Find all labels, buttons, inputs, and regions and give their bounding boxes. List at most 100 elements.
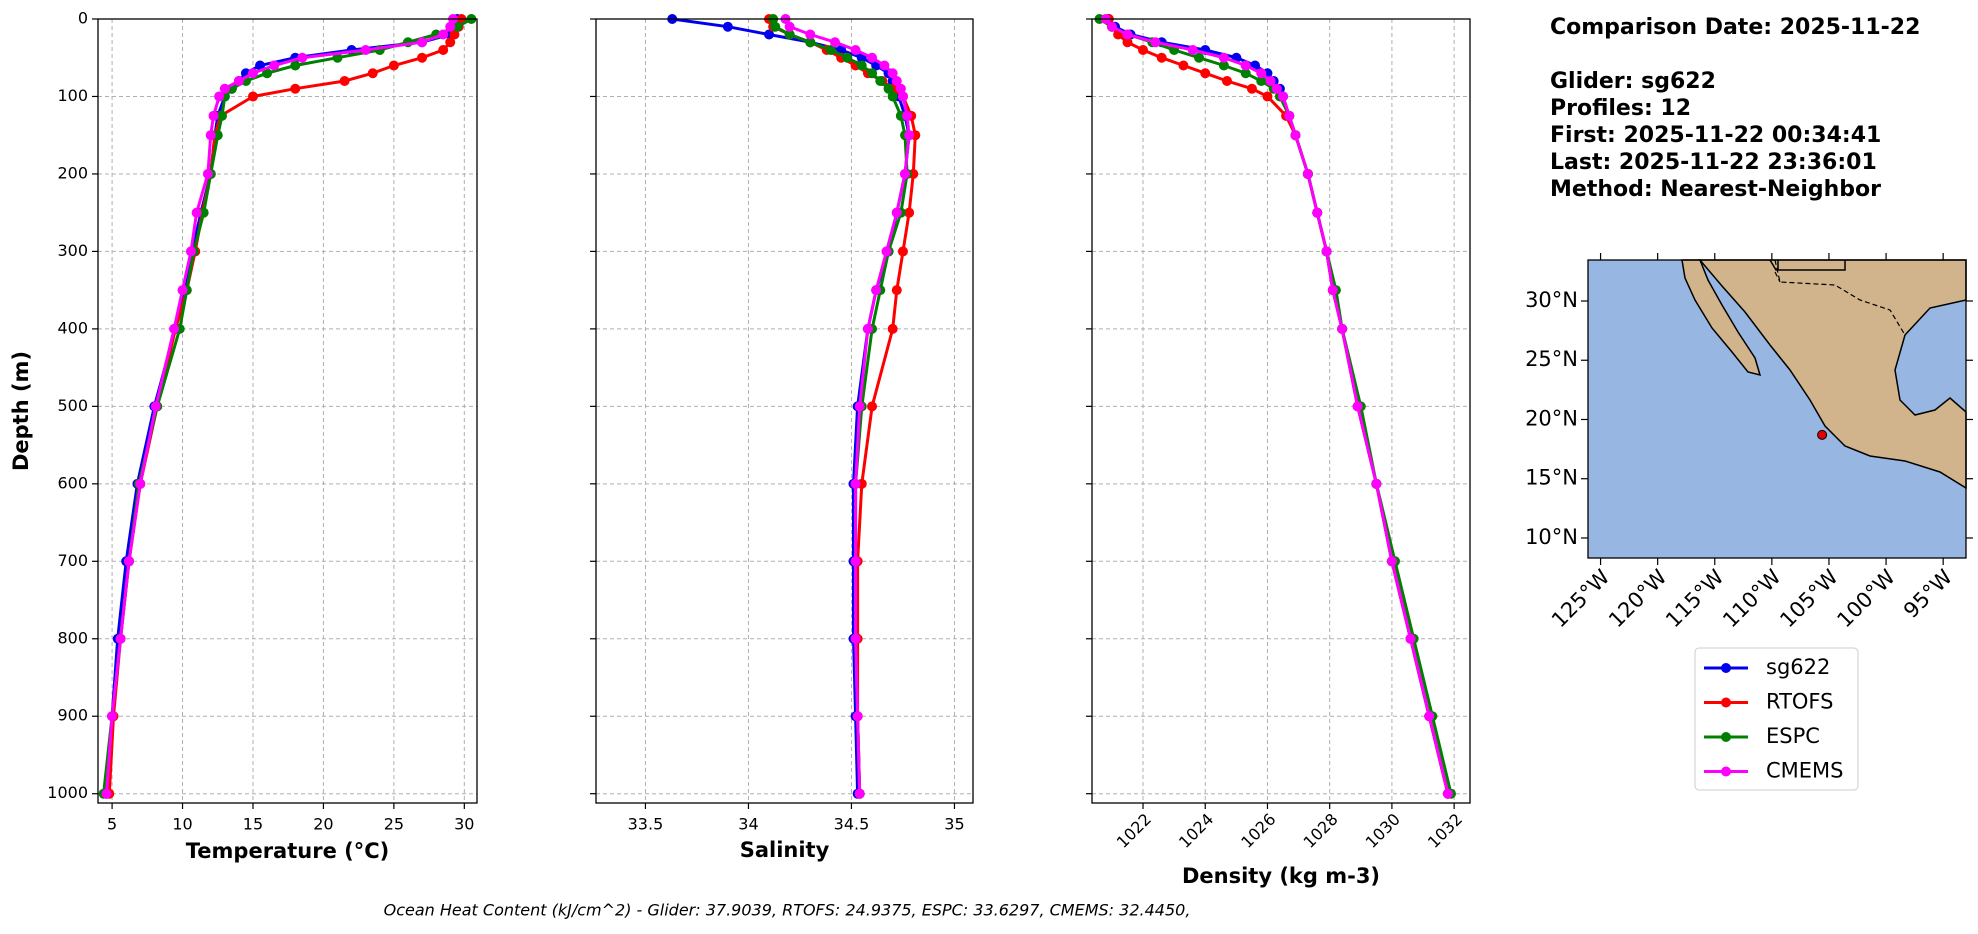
profile-marker xyxy=(1352,401,1363,412)
profile-marker xyxy=(900,168,911,179)
profile-marker xyxy=(1240,68,1251,79)
x-axis-label: Density (kg m-3) xyxy=(1182,864,1380,888)
profile-marker xyxy=(388,60,399,71)
profile-marker xyxy=(867,401,878,412)
profile-marker xyxy=(1240,60,1251,71)
profile-marker xyxy=(871,285,882,296)
profile-marker xyxy=(850,556,861,567)
profile-marker xyxy=(1218,52,1229,63)
profile-marker xyxy=(887,68,898,79)
profile-marker xyxy=(875,75,886,86)
profile-marker xyxy=(784,21,795,32)
profile-marker xyxy=(135,478,146,489)
x-tick-label: 25 xyxy=(384,815,404,834)
profile-marker xyxy=(438,44,449,55)
profile-marker xyxy=(852,711,863,722)
legend-marker xyxy=(1721,766,1731,777)
profile-marker xyxy=(1284,110,1295,121)
profile-marker xyxy=(842,52,853,63)
y-tick-label: 600 xyxy=(57,473,88,492)
legend-label: ESPC xyxy=(1766,724,1820,748)
profile-marker xyxy=(1150,37,1161,48)
profile-marker xyxy=(891,285,902,296)
profile-marker xyxy=(1271,83,1282,94)
profile-marker xyxy=(1290,130,1301,141)
profile-marker xyxy=(1246,83,1257,94)
profile-marker xyxy=(247,91,258,102)
glider-location xyxy=(1817,429,1828,440)
y-tick-label: 100 xyxy=(57,86,88,105)
lat-label: 30°N xyxy=(1525,288,1578,312)
profile-marker xyxy=(107,711,118,722)
profile-marker xyxy=(1138,44,1149,55)
legend-label: RTOFS xyxy=(1766,690,1833,714)
x-tick-label: 34.5 xyxy=(834,815,870,834)
map-frame xyxy=(1587,259,1967,559)
profile-marker xyxy=(856,60,867,71)
lat-label: 25°N xyxy=(1525,347,1578,371)
border-us xyxy=(1769,259,1846,271)
profile-marker xyxy=(722,21,733,32)
axes-frame xyxy=(1091,18,1471,804)
profile-marker xyxy=(897,246,908,257)
profile-marker xyxy=(902,110,913,121)
profile-marker xyxy=(879,60,890,71)
lat-label: 20°N xyxy=(1525,406,1578,430)
y-tick-label: 200 xyxy=(57,163,88,182)
axes-frame xyxy=(595,18,974,804)
profile-marker xyxy=(854,401,865,412)
y-tick-label: 500 xyxy=(57,396,88,415)
land-mainland xyxy=(1698,259,1967,490)
profile-marker xyxy=(770,21,781,32)
legend-marker xyxy=(1721,697,1731,708)
profile-marker xyxy=(1321,246,1332,257)
profile-marker xyxy=(202,168,213,179)
y-tick-label: 300 xyxy=(57,241,88,260)
x-tick-label: 30 xyxy=(454,815,474,834)
border xyxy=(1774,259,1906,336)
profile-marker xyxy=(1156,52,1167,63)
profile-marker xyxy=(115,633,126,644)
profile-marker xyxy=(1302,168,1313,179)
profile-marker xyxy=(123,556,134,567)
y-tick-label: 0 xyxy=(78,9,88,28)
profile-marker xyxy=(1265,75,1276,86)
x-tick-label: 5 xyxy=(107,815,117,834)
profile-marker xyxy=(805,29,816,40)
profile-marker xyxy=(764,29,775,40)
x-axis-label: Temperature (°C) xyxy=(186,839,389,863)
profile-marker xyxy=(1337,323,1348,334)
profile-marker xyxy=(887,323,898,334)
legend-label: CMEMS xyxy=(1766,759,1844,783)
profile-marker xyxy=(854,788,865,799)
profile-marker xyxy=(887,91,898,102)
profile-marker xyxy=(177,285,188,296)
x-tick-label: 34 xyxy=(738,815,758,834)
y-axis-label: Depth (m) xyxy=(9,351,33,471)
profile-marker xyxy=(850,478,861,489)
legend-box xyxy=(1694,647,1859,791)
profile-marker xyxy=(850,633,861,644)
profile-marker xyxy=(449,29,460,40)
profile-marker xyxy=(262,68,273,79)
profile-marker xyxy=(247,68,258,79)
info-line: Glider: sg622 xyxy=(1550,69,1716,94)
profile-marker xyxy=(1405,633,1416,644)
y-tick-label: 400 xyxy=(57,318,88,337)
profile-marker xyxy=(269,60,280,71)
y-tick-label: 1000 xyxy=(47,783,88,802)
profile-marker xyxy=(1222,75,1233,86)
profile-marker xyxy=(1187,44,1198,55)
lat-label: 10°N xyxy=(1525,525,1578,549)
profile-marker xyxy=(1278,91,1289,102)
profile-marker xyxy=(233,75,244,86)
profile-marker xyxy=(150,401,161,412)
legend-label: sg622 xyxy=(1766,655,1830,679)
profile-marker xyxy=(205,130,216,141)
x-tick-label: 15 xyxy=(243,815,263,834)
lat-label: 15°N xyxy=(1525,466,1578,490)
profile-marker xyxy=(895,83,906,94)
profile-marker xyxy=(862,323,873,334)
profile-marker xyxy=(214,91,225,102)
